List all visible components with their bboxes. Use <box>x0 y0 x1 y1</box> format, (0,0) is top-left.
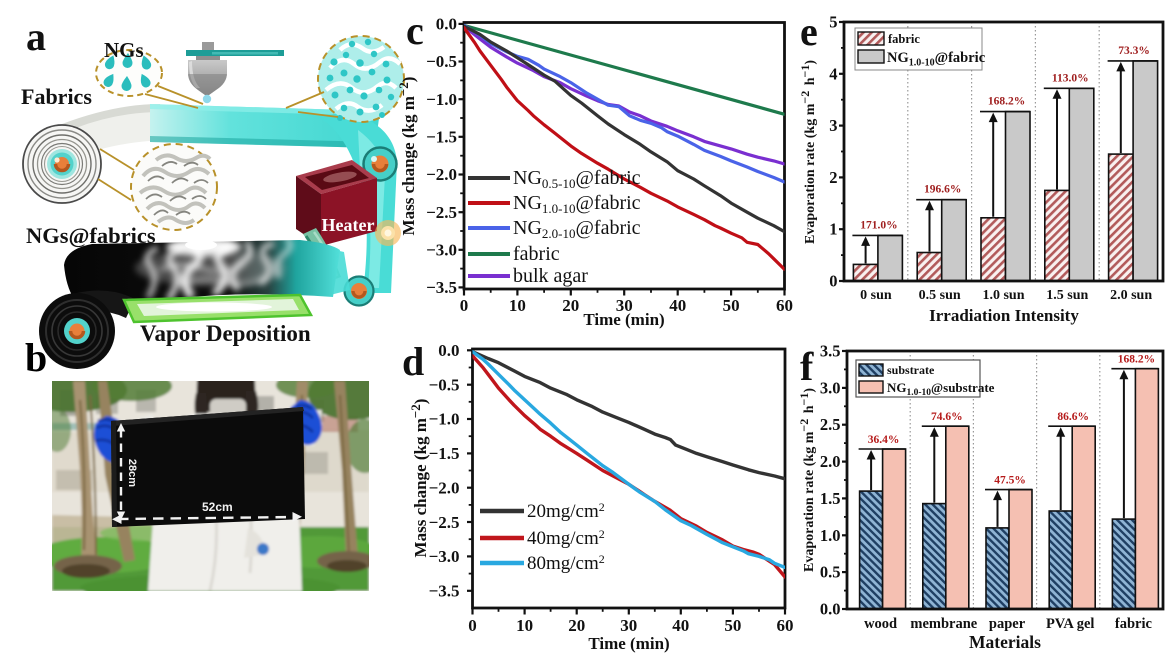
svg-text:−1.5: −1.5 <box>429 444 460 463</box>
svg-text:73.3%: 73.3% <box>1118 45 1150 57</box>
svg-text:Materials: Materials <box>969 632 1041 652</box>
svg-text:171.0%: 171.0% <box>860 219 897 231</box>
svg-text:10: 10 <box>516 616 533 635</box>
svg-text:Mass change (kg m−2): Mass change (kg m−2) <box>408 399 430 558</box>
svg-text:74.6%: 74.6% <box>931 411 963 423</box>
svg-text:−2.0: −2.0 <box>426 165 457 184</box>
svg-text:PVA gel: PVA gel <box>1046 616 1094 632</box>
svg-text:NG2.0-10@fabric: NG2.0-10@fabric <box>513 217 641 241</box>
svg-text:3.0: 3.0 <box>820 378 841 397</box>
svg-text:0 sun: 0 sun <box>860 288 892 303</box>
svg-text:5: 5 <box>829 13 837 32</box>
svg-text:Heater: Heater <box>322 215 375 235</box>
svg-text:0: 0 <box>468 616 477 635</box>
svg-text:b: b <box>25 335 47 380</box>
svg-text:2.0 sun: 2.0 sun <box>1110 288 1152 303</box>
svg-text:−3.0: −3.0 <box>426 241 457 260</box>
svg-text:a: a <box>26 14 46 59</box>
svg-text:86.6%: 86.6% <box>1057 411 1089 423</box>
svg-text:−3.5: −3.5 <box>429 582 460 601</box>
svg-text:60: 60 <box>777 616 794 635</box>
svg-text:1: 1 <box>829 220 837 239</box>
svg-text:−0.5: −0.5 <box>429 375 460 394</box>
svg-text:1.0 sun: 1.0 sun <box>982 288 1024 303</box>
svg-text:−3.0: −3.0 <box>429 547 460 566</box>
svg-text:40: 40 <box>669 296 686 315</box>
svg-text:−0.5: −0.5 <box>426 52 457 71</box>
svg-text:Evaporation rate (kg m−2 h−1): Evaporation rate (kg m−2 h−1) <box>798 60 818 244</box>
svg-text:3: 3 <box>829 116 837 135</box>
svg-text:e: e <box>800 9 818 54</box>
svg-text:20: 20 <box>568 616 585 635</box>
svg-text:Irradiation Intensity: Irradiation Intensity <box>929 306 1079 325</box>
svg-text:0: 0 <box>829 272 837 291</box>
svg-text:30: 30 <box>616 296 633 315</box>
svg-text:30: 30 <box>620 616 637 635</box>
svg-text:−1.0: −1.0 <box>426 90 457 109</box>
svg-text:Vapor Deposition: Vapor Deposition <box>140 321 311 346</box>
svg-text:1.5 sun: 1.5 sun <box>1046 288 1088 303</box>
svg-text:50: 50 <box>724 616 741 635</box>
svg-text:0.0: 0.0 <box>438 341 459 360</box>
svg-text:fabric: fabric <box>513 243 560 265</box>
svg-text:2.0: 2.0 <box>820 452 841 471</box>
svg-text:47.5%: 47.5% <box>994 475 1026 487</box>
svg-text:substrate: substrate <box>887 363 935 377</box>
svg-text:f: f <box>800 344 814 389</box>
svg-text:membrane: membrane <box>910 616 977 632</box>
svg-text:bulk agar: bulk agar <box>513 265 588 287</box>
svg-text:0.0: 0.0 <box>436 15 457 34</box>
svg-text:4: 4 <box>829 64 837 83</box>
svg-text:168.2%: 168.2% <box>988 96 1025 108</box>
svg-text:196.6%: 196.6% <box>924 184 961 196</box>
svg-text:1.5: 1.5 <box>820 489 841 508</box>
svg-text:2: 2 <box>829 168 837 187</box>
svg-text:40mg/cm2: 40mg/cm2 <box>527 527 605 549</box>
svg-text:3.5: 3.5 <box>820 342 841 361</box>
svg-text:Fabrics: Fabrics <box>21 84 92 109</box>
svg-text:2.5: 2.5 <box>820 415 841 434</box>
svg-text:0.5 sun: 0.5 sun <box>919 288 961 303</box>
svg-text:Evaporation rate (kg m−2 h−1): Evaporation rate (kg m−2 h−1) <box>797 388 817 572</box>
svg-text:0: 0 <box>460 296 469 315</box>
svg-text:60: 60 <box>776 296 793 315</box>
svg-text:−2.0: −2.0 <box>429 478 460 497</box>
svg-text:10: 10 <box>509 296 526 315</box>
svg-text:20mg/cm2: 20mg/cm2 <box>527 500 605 522</box>
svg-text:40: 40 <box>672 616 689 635</box>
svg-text:NGs: NGs <box>104 38 144 62</box>
svg-text:28cm: 28cm <box>126 459 138 487</box>
svg-text:wood: wood <box>864 616 897 632</box>
svg-text:NG1.0-10@fabric: NG1.0-10@fabric <box>887 50 986 69</box>
svg-text:50: 50 <box>723 296 740 315</box>
svg-text:80mg/cm2: 80mg/cm2 <box>527 552 605 574</box>
svg-text:−2.5: −2.5 <box>426 203 457 222</box>
svg-text:paper: paper <box>989 616 1026 632</box>
svg-text:fabric: fabric <box>888 32 920 46</box>
svg-text:52cm: 52cm <box>202 500 233 514</box>
svg-text:0.5: 0.5 <box>820 563 841 582</box>
svg-text:−1.5: −1.5 <box>426 128 457 147</box>
svg-text:−1.0: −1.0 <box>429 410 460 429</box>
svg-text:d: d <box>402 339 424 384</box>
svg-text:20: 20 <box>562 296 579 315</box>
svg-text:Time (min): Time (min) <box>583 310 664 329</box>
svg-text:NG1.0-10@fabric: NG1.0-10@fabric <box>513 192 641 216</box>
svg-text:168.2%: 168.2% <box>1118 354 1155 366</box>
svg-text:0.0: 0.0 <box>820 600 841 619</box>
svg-text:NG0.5-10@fabric: NG0.5-10@fabric <box>513 167 641 191</box>
svg-text:−3.5: −3.5 <box>426 278 457 297</box>
svg-text:fabric: fabric <box>1115 616 1153 632</box>
svg-text:−2.5: −2.5 <box>429 513 460 532</box>
svg-text:1.0: 1.0 <box>820 526 841 545</box>
svg-text:c: c <box>406 8 424 53</box>
svg-text:Time (min): Time (min) <box>588 634 669 653</box>
svg-text:36.4%: 36.4% <box>868 434 900 446</box>
svg-text:Mass change (kg m−2): Mass change (kg m−2) <box>396 77 418 236</box>
svg-text:113.0%: 113.0% <box>1052 72 1089 84</box>
